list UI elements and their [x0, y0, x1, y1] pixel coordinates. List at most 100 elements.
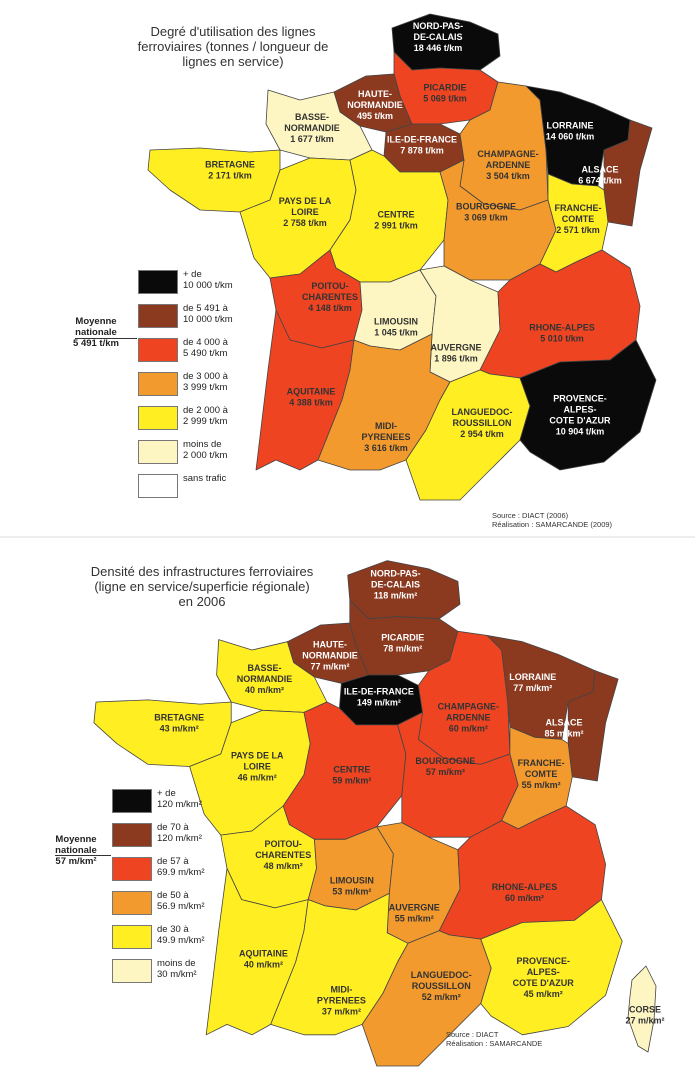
- region-name: BRETAGNE: [205, 160, 255, 170]
- map-title: Degré d'utilisation des lignes ferroviai…: [137, 24, 329, 69]
- region-label-aqu: AQUITAINE 4 388 t/km: [287, 387, 336, 408]
- region-name: COTE D'AZUR: [513, 978, 575, 988]
- region-name: HAUTE-: [313, 639, 347, 649]
- region-name: ALPES-: [527, 967, 560, 977]
- legend-swatch: [112, 823, 152, 847]
- region-value: 59 m/km²: [332, 775, 371, 785]
- legend-swatch: [138, 270, 178, 294]
- region-label-pdl: PAYS DE LA LOIRE 2 758 t/km: [279, 196, 332, 228]
- region-name: LANGUEDOC-: [452, 407, 513, 417]
- region-value: 149 m/km²: [357, 697, 401, 707]
- region-name: BRETAGNE: [154, 712, 204, 722]
- region-name: NORMANDIE: [302, 650, 358, 660]
- region-value: 5 010 t/km: [540, 334, 584, 344]
- map-panel-traffic: NORD-PAS-DE-CALAIS 18 446 t/km PICARDIE 5 0…: [0, 0, 695, 535]
- region-value: 3 504 t/km: [486, 171, 530, 181]
- region-value: 27 m/km²: [625, 1016, 664, 1026]
- region-value: 1 896 t/km: [434, 354, 478, 364]
- region-label-pic: PICARDIE 78 m/km²: [381, 632, 424, 653]
- region-value: 2 171 t/km: [208, 171, 252, 181]
- region-value: 6 674 t/km: [578, 176, 622, 186]
- region-name: CHARENTES: [255, 850, 311, 860]
- legend-label: moins de 30 m/km²: [157, 958, 197, 980]
- region-value: 2 571 t/km: [556, 225, 600, 235]
- region-value: 60 m/km²: [505, 893, 544, 903]
- region-label-npc: NORD-PAS-DE-CALAIS 18 446 t/km: [413, 21, 463, 53]
- region-name: LOIRE: [243, 762, 271, 772]
- region-label-rha: RHONE-ALPES 60 m/km²: [492, 882, 558, 903]
- legend-label: sans trafic: [183, 473, 227, 484]
- region-value: 3 069 t/km: [464, 213, 508, 223]
- region-name: PROVENCE-: [553, 394, 607, 404]
- region-name: LIMOUSIN: [330, 876, 374, 886]
- region-name: HAUTE-: [358, 89, 392, 99]
- region-value: 18 446 t/km: [414, 43, 463, 53]
- region-value: 48 m/km²: [264, 861, 303, 871]
- region-name: AUVERGNE: [389, 903, 440, 913]
- legend-label: de 50 à 56.9 m/km²: [157, 890, 205, 912]
- region-label-lim: LIMOUSIN 53 m/km²: [330, 876, 374, 897]
- legend-swatch: [112, 959, 152, 983]
- region-name: COMTE: [525, 769, 558, 779]
- region-labels: NORD-PAS-DE-CALAIS 118 m/km² PICARDIE 78 m/…: [154, 569, 664, 1026]
- region-label-poi: POITOU-CHARENTES 4 148 t/km: [302, 281, 358, 313]
- region-value: 3 616 t/km: [364, 443, 408, 453]
- region-value: 2 758 t/km: [283, 218, 327, 228]
- region-name: ARDENNE: [486, 160, 531, 170]
- regions: [147, 13, 657, 501]
- legend-swatch: [112, 857, 152, 881]
- region-lor: [525, 85, 631, 187]
- france-map-density: NORD-PAS-DE-CALAIS 118 m/km² PICARDIE 78 m/…: [93, 560, 665, 1067]
- legend-swatch: [112, 925, 152, 949]
- region-value: 60 m/km²: [449, 724, 488, 734]
- legend-swatch: [138, 440, 178, 464]
- region-value: 4 148 t/km: [308, 303, 352, 313]
- region-value: 1 045 t/km: [374, 328, 418, 338]
- region-label-lor: LORRAINE 14 060 t/km: [546, 121, 595, 142]
- region-value: 495 t/km: [357, 111, 393, 121]
- region-label-aqu: AQUITAINE 40 m/km²: [239, 949, 288, 970]
- divider: [0, 536, 695, 538]
- region-lan: [361, 930, 492, 1067]
- region-name: PYRENEES: [361, 432, 410, 442]
- region-label-poi: POITOU-CHARENTES 48 m/km²: [255, 839, 311, 871]
- legend-swatch: [112, 891, 152, 915]
- region-label-frc: FRANCHE-COMTE 2 571 t/km: [555, 203, 602, 235]
- region-value: 10 904 t/km: [556, 427, 605, 437]
- region-label-bno: BASSE-NORMANDIE 1 677 t/km: [284, 112, 340, 144]
- region-name: ARDENNE: [446, 713, 491, 723]
- map-title: Densité des infrastructures ferroviaires…: [90, 564, 314, 609]
- region-name: BASSE-: [247, 663, 281, 673]
- region-name: ROUSSILLON: [412, 981, 471, 991]
- region-value: 2 954 t/km: [460, 429, 504, 439]
- region-name: CHAMPAGNE-: [438, 702, 499, 712]
- region-label-bou: BOURGOGNE 57 m/km²: [415, 756, 475, 777]
- region-label-lim: LIMOUSIN 1 045 t/km: [374, 317, 418, 338]
- region-label-cen: CENTRE 2 991 t/km: [374, 210, 418, 231]
- region-value: 7 878 t/km: [400, 146, 444, 156]
- region-value: 77 m/km²: [513, 683, 552, 693]
- region-value: 78 m/km²: [383, 643, 422, 653]
- source-text: Source : DIACT (2006): [492, 511, 569, 520]
- region-value: 55 m/km²: [522, 780, 561, 790]
- region-name: ALPES-: [563, 405, 596, 415]
- region-label-auv: AUVERGNE 55 m/km²: [389, 903, 440, 924]
- region-name: LANGUEDOC-: [411, 970, 472, 980]
- region-label-frc: FRANCHE-COMTE 55 m/km²: [518, 758, 565, 790]
- region-label-als: ALSACE 85 m/km²: [544, 718, 583, 739]
- region-label-cor: CORSE 27 m/km²: [625, 1005, 664, 1026]
- region-label-pac: PROVENCE-ALPES-COTE D'AZUR 45 m/km²: [513, 956, 575, 999]
- region-value: 77 m/km²: [310, 661, 349, 671]
- region-mip: [317, 333, 451, 471]
- national-average-marker: [55, 855, 111, 856]
- region-label-hno: HAUTE-NORMANDIE 77 m/km²: [302, 639, 358, 671]
- region-name: POITOU-: [265, 839, 302, 849]
- region-label-cen: CENTRE 59 m/km²: [332, 764, 371, 785]
- region-mip: [270, 893, 409, 1036]
- region-name: ILE-DE-FRANCE: [344, 686, 414, 696]
- region-label-cha: CHAMPAGNE-ARDENNE 3 504 t/km: [477, 149, 538, 181]
- region-lor: [486, 635, 596, 740]
- region-name: PICARDIE: [381, 632, 424, 642]
- legend-swatch: [138, 474, 178, 498]
